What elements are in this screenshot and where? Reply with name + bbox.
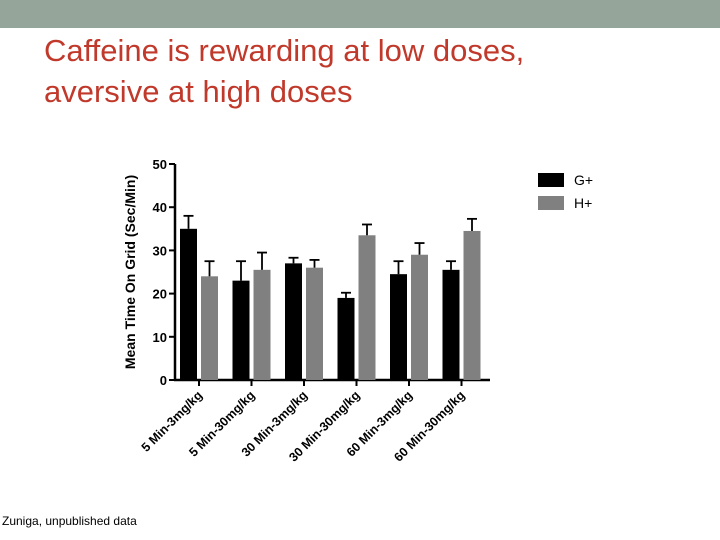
- source-note: Zuniga, unpublished data: [2, 514, 137, 528]
- chart-axes: 0 10 20 30 40 50: [153, 157, 490, 388]
- chart-legend: G+ H+: [538, 172, 593, 211]
- bar-h-1: [253, 269, 271, 380]
- title-line-1: Caffeine is rewarding at low doses,: [44, 33, 525, 68]
- y-tick-label: 50: [153, 157, 167, 172]
- legend-label-h: H+: [574, 195, 592, 211]
- bar-g-5: [442, 269, 460, 380]
- bar-g-1: [232, 280, 250, 380]
- legend-label-g: G+: [574, 172, 593, 188]
- legend-swatch-g: [538, 173, 564, 187]
- y-tick-label: 20: [153, 287, 167, 302]
- y-tick-label: 0: [160, 373, 167, 388]
- legend-swatch-h: [538, 196, 564, 210]
- bar-h-4: [411, 254, 428, 380]
- top-band: [0, 0, 720, 28]
- bar-g-4: [390, 274, 407, 380]
- slide-title: Caffeine is rewarding at low doses, aver…: [44, 30, 684, 112]
- bar-h-3: [358, 235, 376, 380]
- bar-g-2: [285, 263, 302, 380]
- bar-h-0: [201, 276, 218, 380]
- y-tick-label: 40: [153, 200, 167, 215]
- chart-bars: [180, 214, 481, 380]
- bar-g-0: [180, 228, 197, 380]
- y-tick-label: 30: [153, 243, 167, 258]
- title-line-2: aversive at high doses: [44, 74, 353, 109]
- bar-g-3: [337, 297, 355, 380]
- y-axis-label: Mean Time On Grid (Sec/Min): [122, 175, 138, 369]
- bar-h-2: [306, 267, 323, 380]
- bar-h-5: [463, 230, 481, 380]
- y-tick-label: 10: [153, 330, 167, 345]
